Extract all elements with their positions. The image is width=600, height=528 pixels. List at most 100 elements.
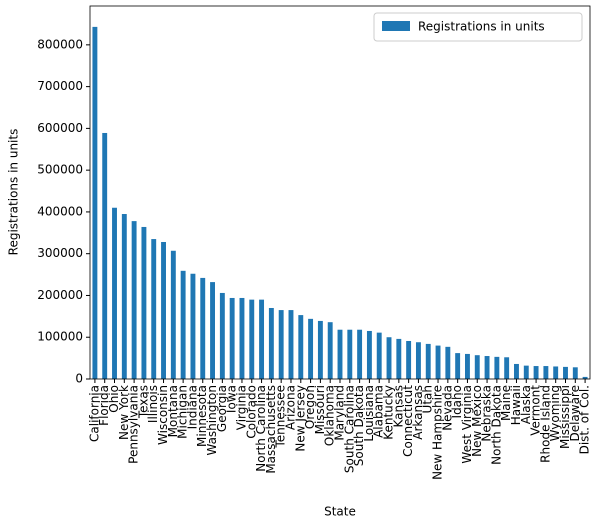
bar [219, 292, 225, 379]
bar [376, 332, 382, 379]
x-tick-label: Kentucky [382, 385, 396, 440]
x-tick-label: Ohio [107, 385, 121, 413]
bar [239, 297, 245, 379]
x-tick-label: Georgia [215, 385, 229, 432]
x-tick-label: Rhode Island [538, 385, 552, 463]
bar [406, 340, 412, 379]
bar [366, 330, 372, 379]
x-tick-label: Alaska [519, 385, 533, 424]
bar [572, 367, 578, 379]
bar [445, 346, 451, 379]
bar [170, 250, 176, 379]
bar [582, 376, 588, 379]
bar [327, 322, 333, 379]
bar [298, 315, 304, 379]
x-tick-label: Vermont [529, 385, 543, 436]
x-tick-label: Nevada [440, 385, 454, 431]
x-tick-label: West Virginia [460, 385, 474, 464]
x-tick-label: Missouri [313, 385, 327, 434]
bar [474, 355, 480, 379]
x-tick-label: North Dakota [489, 385, 503, 465]
x-tick-label: Wyoming [548, 385, 562, 441]
bar [102, 132, 108, 379]
bar [200, 277, 206, 379]
x-tick-label: Massachusetts [264, 385, 278, 474]
bar [484, 356, 490, 379]
bar [259, 299, 265, 379]
legend-swatch [382, 21, 410, 31]
x-tick-label: Oregon [303, 385, 317, 429]
x-tick-label: Hawaii [509, 385, 523, 425]
bar [131, 221, 137, 379]
x-tick-label: Arkansas [411, 385, 425, 440]
y-axis-label: Registrations in units [7, 129, 21, 256]
bar [425, 343, 431, 379]
x-tick-label: Montana [166, 385, 180, 437]
x-tick-label: Virginia [234, 385, 248, 430]
bar [415, 342, 421, 379]
x-tick-label: Dist. of Col. [578, 385, 592, 454]
legend-label: Registrations in units [418, 20, 545, 34]
bar [396, 338, 402, 379]
bar [229, 297, 235, 379]
bar [161, 241, 166, 379]
x-tick-label: Washington [205, 385, 219, 456]
bar [288, 310, 294, 379]
bar [308, 318, 314, 379]
x-tick-label: Minnesota [195, 385, 209, 447]
x-tick-label: Nebraska [480, 385, 494, 442]
bar [523, 365, 529, 379]
x-tick-label: New Mexico [470, 385, 484, 457]
bar [455, 353, 461, 379]
bar [435, 345, 441, 379]
x-tick-label: Michigan [176, 385, 190, 439]
bar [494, 356, 500, 379]
bar [151, 239, 157, 379]
x-tick-label: North Carolina [254, 385, 268, 472]
x-tick-label: New Hampshire [431, 385, 445, 480]
bar [357, 329, 363, 379]
bar [190, 273, 196, 379]
y-tick-label: 800000 [37, 37, 83, 51]
bar [92, 26, 98, 380]
x-tick-label: Mississippi [558, 385, 572, 449]
x-tick-label: Colorado [244, 385, 258, 439]
bar [465, 353, 470, 379]
bar [121, 214, 127, 379]
bar [268, 307, 274, 379]
x-tick-label: Maine [499, 385, 513, 421]
x-tick-label: Wisconsin [156, 385, 170, 445]
bar [141, 226, 147, 379]
bar [533, 366, 539, 379]
bar [249, 299, 255, 379]
legend-box [373, 12, 583, 42]
x-tick-label: Indiana [185, 385, 199, 429]
bar [278, 310, 284, 379]
bar [504, 357, 510, 379]
x-tick-label: Texas [136, 385, 150, 419]
y-tick-label: 200000 [37, 288, 83, 302]
y-tick-label: 0 [75, 372, 83, 386]
bar [210, 282, 215, 379]
y-tick-label: 500000 [37, 163, 83, 177]
bar [347, 329, 353, 379]
x-tick-label: Louisiana [362, 385, 376, 442]
y-tick-label: 100000 [37, 330, 83, 344]
x-tick-label: Iowa [225, 385, 239, 413]
bar [553, 366, 559, 379]
bar [514, 363, 519, 379]
bar [180, 270, 186, 379]
x-tick-label: Kansas [391, 385, 405, 427]
y-tick-label: 300000 [37, 246, 83, 260]
bar [543, 366, 549, 379]
x-tick-label: Tennessee [274, 385, 288, 449]
x-tick-label: Illinois [146, 385, 160, 423]
x-tick-label: Utah [421, 385, 435, 413]
x-tick-label: New York [117, 385, 131, 440]
x-tick-label: Florida [97, 385, 111, 426]
x-tick-label: Alabama [372, 385, 386, 438]
x-tick-label: Idaho [450, 385, 464, 418]
bar [337, 329, 343, 379]
bar [112, 207, 117, 379]
